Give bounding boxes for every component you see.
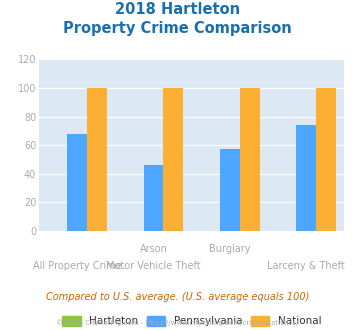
Legend: Hartleton, Pennsylvania, National: Hartleton, Pennsylvania, National	[58, 312, 326, 330]
Bar	[240, 88, 260, 231]
Text: © 2025 CityRating.com - https://www.cityrating.com/crime-statistics/: © 2025 CityRating.com - https://www.city…	[56, 319, 299, 326]
Bar	[67, 134, 87, 231]
Bar	[163, 88, 183, 231]
Text: Larceny & Theft: Larceny & Theft	[267, 261, 345, 271]
Bar	[316, 88, 336, 231]
Bar	[296, 125, 316, 231]
Text: 2018 Hartleton: 2018 Hartleton	[115, 2, 240, 16]
Text: Arson: Arson	[140, 244, 168, 254]
Bar	[144, 165, 163, 231]
Text: All Property Crime: All Property Crime	[33, 261, 121, 271]
Text: Property Crime Comparison: Property Crime Comparison	[63, 21, 292, 36]
Bar	[87, 88, 107, 231]
Bar	[220, 149, 240, 231]
Text: Compared to U.S. average. (U.S. average equals 100): Compared to U.S. average. (U.S. average …	[46, 292, 309, 302]
Text: Burglary: Burglary	[209, 244, 251, 254]
Text: Motor Vehicle Theft: Motor Vehicle Theft	[106, 261, 201, 271]
